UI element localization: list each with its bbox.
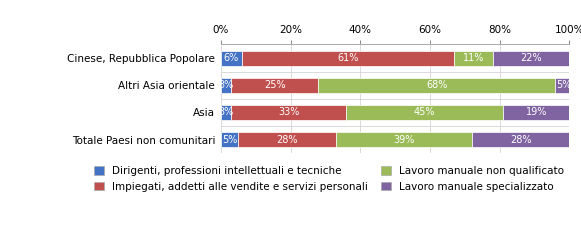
- Text: 39%: 39%: [393, 135, 414, 144]
- Text: 33%: 33%: [278, 107, 299, 117]
- Text: 61%: 61%: [338, 53, 358, 63]
- Text: 3%: 3%: [218, 80, 234, 90]
- Bar: [221, 132, 238, 147]
- Bar: [336, 132, 472, 147]
- Text: 25%: 25%: [264, 80, 286, 90]
- Bar: [454, 51, 493, 65]
- Bar: [242, 51, 454, 65]
- Text: 22%: 22%: [520, 53, 542, 63]
- Text: 6%: 6%: [224, 53, 239, 63]
- Text: 45%: 45%: [414, 107, 436, 117]
- Text: 5%: 5%: [557, 80, 572, 90]
- Bar: [231, 105, 346, 120]
- Text: 68%: 68%: [426, 80, 447, 90]
- Bar: [221, 78, 231, 93]
- Legend: Dirigenti, professioni intellettuali e tecniche, Impiegati, addetti alle vendite: Dirigenti, professioni intellettuali e t…: [94, 166, 564, 192]
- Bar: [346, 105, 503, 120]
- Bar: [221, 105, 231, 120]
- Text: 28%: 28%: [276, 135, 298, 144]
- Text: 19%: 19%: [526, 107, 547, 117]
- Bar: [472, 132, 569, 147]
- Bar: [555, 78, 573, 93]
- Text: 3%: 3%: [218, 107, 234, 117]
- Text: 28%: 28%: [510, 135, 532, 144]
- Bar: [231, 78, 318, 93]
- Bar: [493, 51, 569, 65]
- Text: 11%: 11%: [463, 53, 484, 63]
- Text: 5%: 5%: [222, 135, 237, 144]
- Bar: [318, 78, 555, 93]
- Bar: [221, 51, 242, 65]
- Bar: [238, 132, 336, 147]
- Bar: [503, 105, 569, 120]
